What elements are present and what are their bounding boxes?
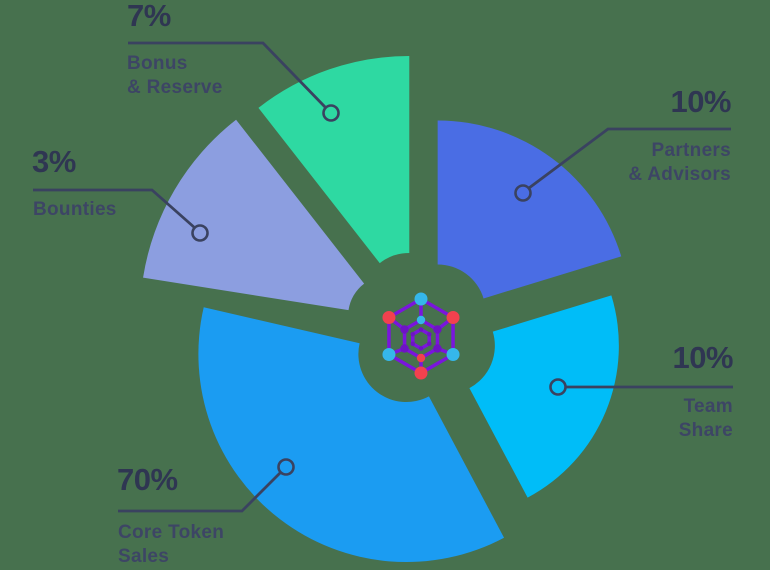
hexagon-network-logo — [382, 292, 460, 380]
logo-node-outer — [382, 311, 396, 324]
logo-node-outer — [382, 348, 396, 361]
leader-dot-team — [549, 378, 567, 396]
pie-slice-bonus — [258, 55, 410, 264]
logo-node-outer — [414, 366, 428, 380]
leader-dot-bonus — [322, 104, 340, 122]
logo-node-outer — [446, 311, 460, 324]
logo-node-inner — [416, 353, 426, 363]
logo-node-inner — [400, 344, 409, 353]
logo-node-core — [410, 341, 416, 347]
logo-inner-hexagon — [402, 317, 440, 361]
leader-line-core — [118, 472, 281, 513]
logo-node-core — [426, 341, 432, 347]
pie-slice-partners — [437, 120, 622, 299]
leader-dot-core — [277, 458, 295, 476]
logo-core-hexagon — [411, 327, 431, 351]
leader-line-bonus — [128, 41, 328, 109]
logo-node-inner — [416, 315, 426, 325]
logo-node-inner — [433, 325, 442, 334]
pie-slice-core — [198, 307, 505, 563]
logo-node-outer — [446, 348, 460, 361]
logo-node-inner — [433, 344, 442, 353]
logo-node-core — [426, 331, 432, 337]
logo-node-core — [418, 346, 424, 351]
leader-line-bounties — [33, 188, 196, 230]
pie-slice-team — [469, 295, 619, 498]
leader-lines — [33, 41, 733, 513]
leader-line-partners — [528, 127, 731, 190]
logo-node-outer — [414, 292, 428, 306]
logo-node-core — [410, 331, 416, 337]
leader-dot-partners — [514, 184, 532, 202]
leader-dot-bounties — [191, 224, 209, 242]
pie-slice-bounties — [143, 119, 365, 311]
logo-node-inner — [400, 325, 409, 334]
logo-node-core — [418, 327, 424, 332]
pie-slices — [143, 55, 622, 563]
